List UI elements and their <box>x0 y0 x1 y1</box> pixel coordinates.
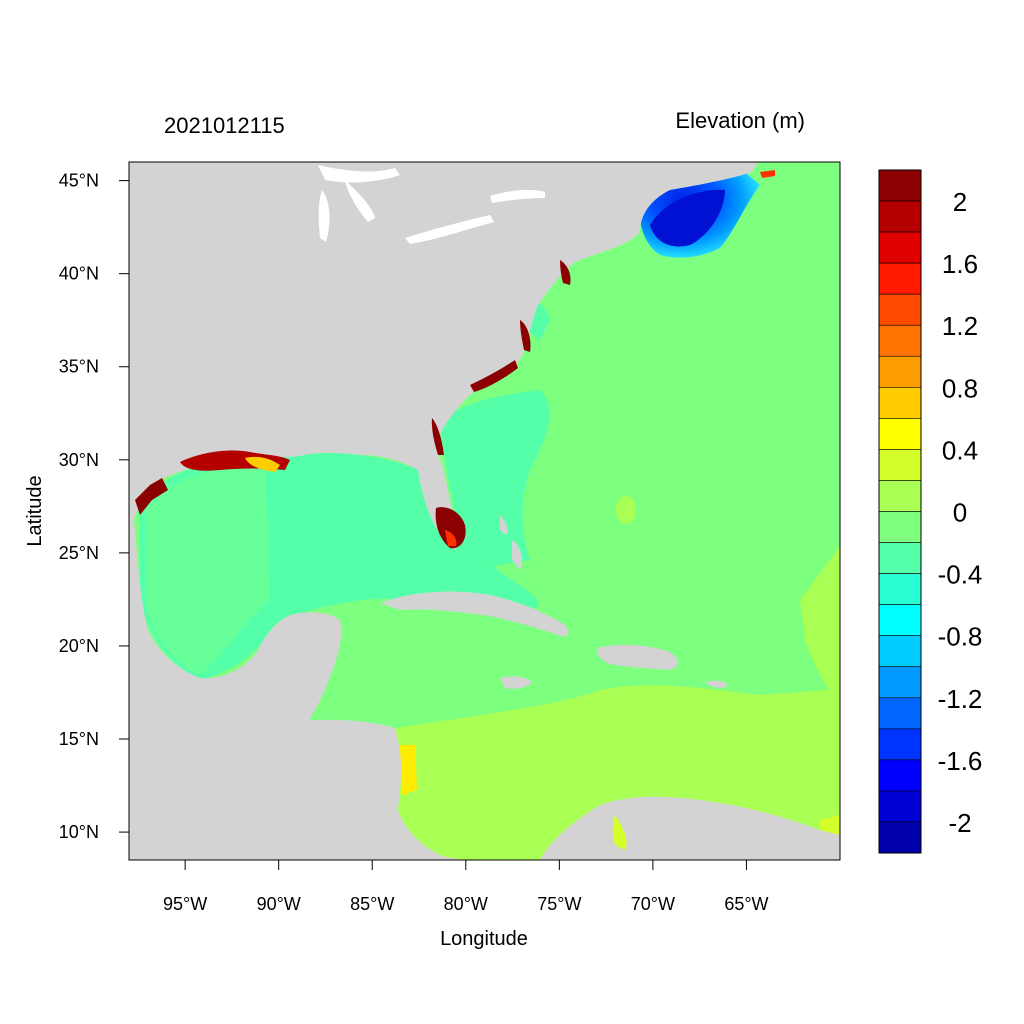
y-tick-label: 10°N <box>59 822 99 842</box>
x-tick-label: 70°W <box>631 894 675 914</box>
colorbar-swatch <box>878 418 922 450</box>
mexico-central-america-land <box>129 505 500 860</box>
colorbar-label: -1.2 <box>938 684 983 714</box>
longitude-axis: 95°W 90°W 85°W 80°W 75°W 70°W 65°W <box>163 860 769 914</box>
colorbar-label: 0.4 <box>942 435 978 465</box>
jamaica-island <box>500 676 532 689</box>
carolina-coast-high <box>470 360 518 392</box>
y-tick-label: 20°N <box>59 636 99 656</box>
hispaniola-island <box>597 644 679 670</box>
y-tick-label: 30°N <box>59 450 99 470</box>
colorbar-swatch <box>878 324 922 357</box>
eastern-positive-zone <box>800 545 840 700</box>
x-tick-label: 80°W <box>444 894 488 914</box>
colorbar-frame <box>878 169 922 854</box>
colorbar-swatch <box>878 200 922 233</box>
nova-scotia-high <box>760 170 775 178</box>
colorbar-swatch <box>878 666 922 699</box>
variable-title: Elevation (m) <box>675 108 805 133</box>
lake-huron <box>345 180 375 222</box>
colorbar-label: 0.8 <box>942 373 978 403</box>
colorbar-swatch <box>878 697 922 730</box>
bahamas-island-2 <box>512 540 523 570</box>
colorbar-swatch <box>878 355 922 388</box>
colorbar-swatch <box>878 790 922 823</box>
map-plot-area <box>129 162 840 860</box>
colorbar-swatch <box>878 604 922 636</box>
x-tick-label: 75°W <box>537 894 581 914</box>
texas-coast-high <box>135 478 168 515</box>
honduras-coast-high <box>400 745 417 795</box>
lake-erie <box>405 215 494 244</box>
mid-atlantic-patch <box>616 496 636 524</box>
colorbar-label: -0.8 <box>938 622 983 652</box>
colorbar <box>878 169 922 854</box>
colorbar-labels: 2 1.6 1.2 0.8 0.4 0 -0.4 -0.8 -1.2 -1.6 -2 <box>938 187 983 838</box>
colorbar-swatch <box>878 759 922 792</box>
colorbar-swatch <box>878 573 922 605</box>
colorbar-label: -0.4 <box>938 560 983 590</box>
colorbar-swatch <box>878 169 922 202</box>
colorbar-swatch <box>878 480 922 512</box>
lake-maracaibo <box>612 815 627 850</box>
lake-superior <box>318 165 400 183</box>
y-tick-label: 15°N <box>59 729 99 749</box>
colorbar-label: 1.2 <box>942 311 978 341</box>
y-axis-title: Latitude <box>24 475 46 546</box>
colorbar-swatch <box>878 821 922 854</box>
colorbar-swatch <box>878 728 922 761</box>
x-tick-label: 85°W <box>350 894 394 914</box>
latitude-axis: 45°N 40°N 35°N 30°N 25°N 20°N 15°N 10°N <box>59 171 129 842</box>
lake-michigan <box>318 190 330 242</box>
y-tick-label: 25°N <box>59 543 99 563</box>
gulf-of-maine-core <box>650 189 725 247</box>
virginia-coast-high <box>520 320 531 352</box>
colorbar-label: 1.6 <box>942 249 978 279</box>
colorbar-swatch <box>878 262 922 295</box>
x-axis-title: Longitude <box>440 928 528 950</box>
colorbar-swatch <box>878 231 922 264</box>
x-tick-label: 90°W <box>257 894 301 914</box>
colorbar-swatch <box>878 511 922 543</box>
colorbar-swatch <box>878 387 922 419</box>
map-frame <box>128 161 841 861</box>
georgia-coast-high <box>431 418 444 455</box>
cuba-island <box>380 591 569 637</box>
colorbar-label: -2 <box>948 808 971 838</box>
timestamp-label: 2021012115 <box>164 113 285 138</box>
colorbar-label: 0 <box>953 498 967 528</box>
colorbar-swatch <box>878 542 922 574</box>
lake-ontario <box>490 189 545 203</box>
colorbar-swatch <box>878 293 922 326</box>
x-tick-label: 95°W <box>163 894 207 914</box>
colorbar-label: 2 <box>953 187 967 217</box>
y-tick-label: 40°N <box>59 264 99 284</box>
nj-coast-high <box>560 260 571 285</box>
florida-everglades-high <box>435 507 466 549</box>
puerto-rico-island <box>705 680 728 688</box>
north-america-land <box>129 162 758 545</box>
colorbar-label: -1.6 <box>938 746 983 776</box>
colorbar-swatch <box>878 635 922 668</box>
louisiana-coast-mid <box>245 456 280 472</box>
florida-tip-high <box>445 530 457 546</box>
y-tick-label: 45°N <box>59 171 99 191</box>
x-tick-label: 65°W <box>724 894 768 914</box>
gulf-west-shelf <box>145 468 270 675</box>
y-tick-label: 35°N <box>59 357 99 377</box>
colorbar-swatch <box>878 449 922 481</box>
bahamas-island <box>500 515 508 535</box>
florida-atlantic-shelf <box>440 390 550 570</box>
